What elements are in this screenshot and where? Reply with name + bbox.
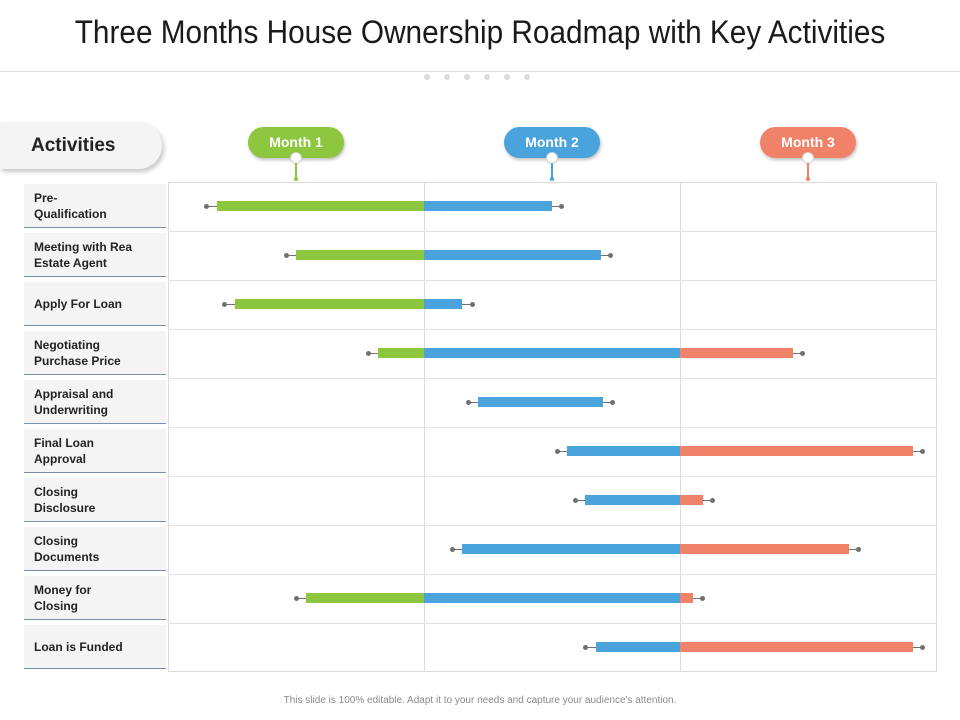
bar-segment-month-2 — [595, 642, 680, 652]
bar-segment-month-2 — [585, 495, 680, 505]
row-divider — [168, 280, 937, 281]
activity-label-text: Final Loan Approval — [34, 435, 94, 466]
bar-segment-month-2 — [424, 593, 680, 603]
bar-segment-month-3 — [680, 593, 693, 603]
activity-label-text: Meeting with Rea Estate Agent — [34, 239, 133, 270]
bar-segment-month-2 — [567, 446, 680, 456]
row-divider — [168, 574, 937, 575]
activity-label-text: Loan is Funded — [34, 639, 123, 654]
month-1-stem-dot — [294, 177, 298, 181]
bar-segment-month-2 — [424, 348, 680, 358]
whisker-start-dot — [583, 645, 589, 650]
activity-label: Closing Documents — [24, 527, 166, 571]
bar-segment-month-1 — [234, 299, 424, 309]
bar-segment-month-2 — [424, 299, 463, 309]
activity-label: Closing Disclosure — [24, 478, 166, 522]
whisker-end-dot — [856, 547, 862, 552]
month-1-stem — [295, 163, 297, 178]
whisker-end-dot — [700, 596, 706, 601]
bar-segment-month-2 — [477, 397, 604, 407]
bar-segment-month-3 — [680, 495, 704, 505]
whisker-start-dot — [204, 204, 210, 209]
whisker-end-dot — [469, 302, 475, 307]
activity-label-text: Closing Documents — [34, 533, 100, 564]
month-2-stem-dot — [550, 177, 554, 181]
activity-label: Meeting with Rea Estate Agent — [24, 233, 166, 277]
bar-segment-month-3 — [680, 642, 913, 652]
month-3-stem — [807, 163, 809, 178]
activity-label: Negotiating Purchase Price — [24, 331, 166, 375]
bar-segment-month-3 — [680, 348, 793, 358]
activity-label-text: Apply For Loan — [34, 296, 122, 311]
row-divider — [168, 623, 937, 624]
month-2-stem — [551, 163, 553, 178]
whisker-start-dot — [283, 253, 289, 258]
bar-segment-month-1 — [306, 593, 424, 603]
whisker-start-dot — [450, 547, 456, 552]
whisker-end-dot — [610, 400, 616, 405]
bar-segment-month-2 — [462, 544, 680, 554]
bar-segment-month-3 — [680, 544, 849, 554]
activity-label-text: Closing Disclosure — [34, 484, 96, 515]
bar-segment-month-1 — [216, 201, 424, 211]
whisker-end-dot — [920, 645, 926, 650]
activities-header: Activities — [0, 122, 162, 169]
activity-label: Loan is Funded — [24, 625, 166, 669]
whisker-start-dot — [365, 351, 371, 356]
whisker-end-dot — [920, 449, 926, 454]
activity-label: Pre- Qualification — [24, 184, 166, 228]
month-3-badge: Month 3 — [760, 127, 856, 158]
bar-segment-month-1 — [377, 348, 424, 358]
row-divider — [168, 427, 937, 428]
activity-label-text: Negotiating Purchase Price — [34, 337, 121, 368]
decorative-dots — [424, 67, 544, 85]
row-divider — [168, 378, 937, 379]
bar-segment-month-2 — [424, 250, 601, 260]
row-divider — [168, 231, 937, 232]
whisker-end-dot — [559, 204, 565, 209]
activity-label: Apply For Loan — [24, 282, 166, 326]
row-divider — [168, 476, 937, 477]
bar-segment-month-2 — [424, 201, 552, 211]
whisker-start-dot — [465, 400, 471, 405]
whisker-start-dot — [573, 498, 579, 503]
activity-label: Final Loan Approval — [24, 429, 166, 473]
bar-segment-month-3 — [680, 446, 913, 456]
title-divider — [0, 71, 960, 72]
row-divider — [168, 525, 937, 526]
month-3-stem-dot — [806, 177, 810, 181]
whisker-start-dot — [555, 449, 561, 454]
whisker-start-dot — [294, 596, 299, 601]
whisker-end-dot — [710, 498, 716, 503]
activity-label: Money for Closing — [24, 576, 166, 620]
footer-note: This slide is 100% editable. Adapt it to… — [283, 695, 677, 706]
activity-label-text: Appraisal and Underwriting — [34, 386, 114, 417]
bar-segment-month-1 — [296, 250, 424, 260]
activity-label-text: Money for Closing — [34, 582, 92, 613]
whisker-end-dot — [607, 253, 613, 258]
activity-label-text: Pre- Qualification — [34, 190, 107, 221]
whisker-start-dot — [222, 302, 228, 307]
page-title: Three Months House Ownership Roadmap wit… — [74, 14, 886, 50]
row-divider — [168, 329, 937, 330]
whisker-end-dot — [799, 351, 805, 356]
activity-label: Appraisal and Underwriting — [24, 380, 166, 424]
